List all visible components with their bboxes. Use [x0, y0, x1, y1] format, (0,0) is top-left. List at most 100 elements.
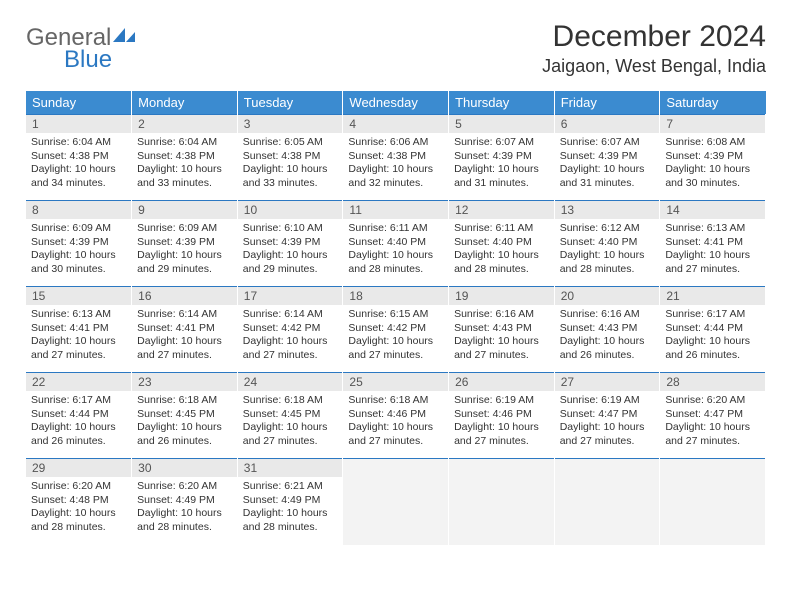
day-body: Sunrise: 6:17 AMSunset: 4:44 PMDaylight:…: [26, 391, 131, 453]
daylight-line: Daylight: 10 hours and 29 minutes.: [243, 249, 338, 276]
day-cell: 27 Sunrise: 6:19 AMSunset: 4:47 PMDayligh…: [554, 373, 660, 459]
week-row: 22Sunrise: 6:17 AMSunset: 4:44 PMDayligh…: [26, 373, 766, 459]
sunset-line: Sunset: 4:49 PM: [243, 494, 338, 508]
weekday-header: Tuesday: [237, 91, 343, 115]
sunset-line: Sunset: 4:39 PM: [454, 150, 549, 164]
daylight-line: Daylight: 10 hours and 28 minutes.: [348, 249, 443, 276]
sunrise-line: Sunrise: 6:11 AM: [454, 222, 549, 236]
day-cell: 2Sunrise: 6:04 AMSunset: 4:38 PMDaylight…: [132, 115, 238, 201]
sunrise-line: Sunrise: 6:04 AM: [137, 136, 232, 150]
daylight-line: Daylight: 10 hours and 27 minutes.: [665, 421, 760, 448]
sunrise-line: Sunrise: 6:19 AM: [560, 394, 655, 408]
sunrise-line: Sunrise: 6:20 AM: [31, 480, 126, 494]
day-cell: 5Sunrise: 6:07 AMSunset: 4:39 PMDaylight…: [449, 115, 555, 201]
day-number: 19: [449, 287, 554, 305]
daylight-line: Daylight: 10 hours and 32 minutes.: [348, 163, 443, 190]
header: GeneralBlue December 2024 Jaigaon, West …: [26, 20, 766, 77]
day-cell: 7Sunrise: 6:08 AMSunset: 4:39 PMDaylight…: [660, 115, 766, 201]
calendar-table: SundayMondayTuesdayWednesdayThursdayFrid…: [26, 91, 766, 545]
day-number: 21: [660, 287, 765, 305]
daylight-line: Daylight: 10 hours and 26 minutes.: [31, 421, 126, 448]
day-body: Sunrise: 6:04 AMSunset: 4:38 PMDaylight:…: [132, 133, 237, 195]
day-cell: 3Sunrise: 6:05 AMSunset: 4:38 PMDaylight…: [237, 115, 343, 201]
week-row: 15Sunrise: 6:13 AMSunset: 4:41 PMDayligh…: [26, 287, 766, 373]
day-number: 16: [132, 287, 237, 305]
daylight-line: Daylight: 10 hours and 30 minutes.: [31, 249, 126, 276]
day-number: 8: [26, 201, 131, 219]
day-body: Sunrise: 6:18 AMSunset: 4:45 PMDaylight:…: [132, 391, 237, 453]
day-number: 13: [555, 201, 660, 219]
sunrise-line: Sunrise: 6:06 AM: [348, 136, 443, 150]
daylight-line: Daylight: 10 hours and 27 minutes.: [560, 421, 655, 448]
logo: GeneralBlue: [26, 20, 135, 74]
sunset-line: Sunset: 4:39 PM: [665, 150, 760, 164]
day-cell: 23Sunrise: 6:18 AMSunset: 4:45 PMDayligh…: [132, 373, 238, 459]
day-cell: 19Sunrise: 6:16 AMSunset: 4:43 PMDayligh…: [449, 287, 555, 373]
day-number: 27: [555, 373, 660, 391]
sunrise-line: Sunrise: 6:09 AM: [31, 222, 126, 236]
day-number: 15: [26, 287, 131, 305]
day-body: Sunrise: 6:09 AMSunset: 4:39 PMDaylight:…: [26, 219, 131, 281]
sunrise-line: Sunrise: 6:12 AM: [560, 222, 655, 236]
day-body: Sunrise: 6:09 AMSunset: 4:39 PMDaylight:…: [132, 219, 237, 281]
sunrise-line: Sunrise: 6:21 AM: [243, 480, 338, 494]
day-cell: 8Sunrise: 6:09 AMSunset: 4:39 PMDaylight…: [26, 201, 132, 287]
sunrise-line: Sunrise: 6:04 AM: [31, 136, 126, 150]
day-number: 23: [132, 373, 237, 391]
sunset-line: Sunset: 4:47 PM: [560, 408, 655, 422]
day-number: 26: [449, 373, 554, 391]
day-number: 6: [555, 115, 660, 133]
daylight-line: Daylight: 10 hours and 27 minutes.: [454, 421, 549, 448]
sunset-line: Sunset: 4:40 PM: [454, 236, 549, 250]
day-number: 4: [343, 115, 448, 133]
day-cell: 9Sunrise: 6:09 AMSunset: 4:39 PMDaylight…: [132, 201, 238, 287]
title-block: December 2024 Jaigaon, West Bengal, Indi…: [542, 20, 766, 77]
day-body: Sunrise: 6:06 AMSunset: 4:38 PMDaylight:…: [343, 133, 448, 195]
day-number: 30: [132, 459, 237, 477]
day-cell: [660, 459, 766, 545]
day-number: 25: [343, 373, 448, 391]
day-number: 22: [26, 373, 131, 391]
daylight-line: Daylight: 10 hours and 27 minutes.: [137, 335, 232, 362]
sunset-line: Sunset: 4:44 PM: [31, 408, 126, 422]
day-number: 3: [238, 115, 343, 133]
day-number: 28: [660, 373, 765, 391]
sunrise-line: Sunrise: 6:15 AM: [348, 308, 443, 322]
day-body: Sunrise: 6:20 AMSunset: 4:47 PMDaylight:…: [660, 391, 765, 453]
day-body: Sunrise: 6:19 AMSunset: 4:46 PMDaylight:…: [449, 391, 554, 453]
sunset-line: Sunset: 4:40 PM: [560, 236, 655, 250]
sunset-line: Sunset: 4:43 PM: [560, 322, 655, 336]
daylight-line: Daylight: 10 hours and 27 minutes.: [454, 335, 549, 362]
day-body: Sunrise: 6:11 AMSunset: 4:40 PMDaylight:…: [343, 219, 448, 281]
sunrise-line: Sunrise: 6:18 AM: [243, 394, 338, 408]
day-body: Sunrise: 6:11 AMSunset: 4:40 PMDaylight:…: [449, 219, 554, 281]
day-cell: 31Sunrise: 6:21 AMSunset: 4:49 PMDayligh…: [237, 459, 343, 545]
logo-sail-icon: [113, 26, 135, 42]
day-cell: 15Sunrise: 6:13 AMSunset: 4:41 PMDayligh…: [26, 287, 132, 373]
sunrise-line: Sunrise: 6:14 AM: [243, 308, 338, 322]
daylight-line: Daylight: 10 hours and 27 minutes.: [348, 335, 443, 362]
day-body: Sunrise: 6:08 AMSunset: 4:39 PMDaylight:…: [660, 133, 765, 195]
day-cell: 13Sunrise: 6:12 AMSunset: 4:40 PMDayligh…: [554, 201, 660, 287]
sunset-line: Sunset: 4:38 PM: [137, 150, 232, 164]
day-cell: [343, 459, 449, 545]
day-number: 11: [343, 201, 448, 219]
sunrise-line: Sunrise: 6:13 AM: [665, 222, 760, 236]
day-cell: 22Sunrise: 6:17 AMSunset: 4:44 PMDayligh…: [26, 373, 132, 459]
daylight-line: Daylight: 10 hours and 27 minutes.: [243, 421, 338, 448]
day-cell: 29Sunrise: 6:20 AMSunset: 4:48 PMDayligh…: [26, 459, 132, 545]
sunset-line: Sunset: 4:42 PM: [348, 322, 443, 336]
day-body: Sunrise: 6:04 AMSunset: 4:38 PMDaylight:…: [26, 133, 131, 195]
day-number: 10: [238, 201, 343, 219]
daylight-line: Daylight: 10 hours and 29 minutes.: [137, 249, 232, 276]
daylight-line: Daylight: 10 hours and 27 minutes.: [243, 335, 338, 362]
daylight-line: Daylight: 10 hours and 27 minutes.: [665, 249, 760, 276]
day-cell: 30Sunrise: 6:20 AMSunset: 4:49 PMDayligh…: [132, 459, 238, 545]
week-row: 29Sunrise: 6:20 AMSunset: 4:48 PMDayligh…: [26, 459, 766, 545]
daylight-line: Daylight: 10 hours and 26 minutes.: [560, 335, 655, 362]
sunset-line: Sunset: 4:40 PM: [348, 236, 443, 250]
sunrise-line: Sunrise: 6:05 AM: [243, 136, 338, 150]
day-number: 18: [343, 287, 448, 305]
day-number: 12: [449, 201, 554, 219]
day-body: Sunrise: 6:07 AMSunset: 4:39 PMDaylight:…: [449, 133, 554, 195]
